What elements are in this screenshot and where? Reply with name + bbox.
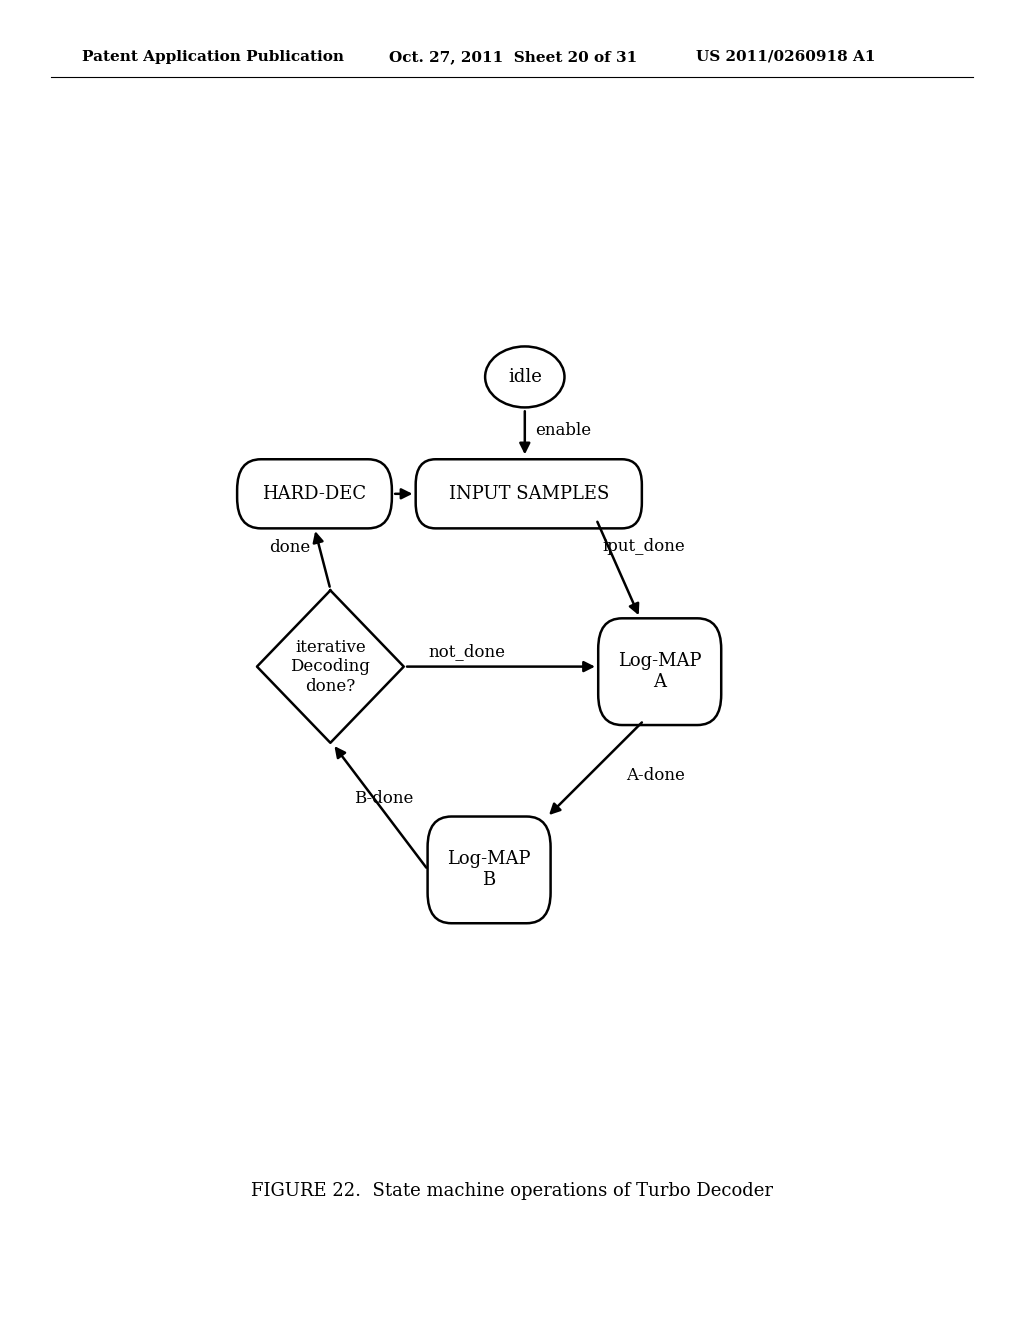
Text: US 2011/0260918 A1: US 2011/0260918 A1: [696, 50, 876, 63]
Text: FIGURE 22.  State machine operations of Turbo Decoder: FIGURE 22. State machine operations of T…: [251, 1181, 773, 1200]
Text: iput_done: iput_done: [602, 539, 685, 556]
Text: A-done: A-done: [627, 767, 685, 784]
Text: HARD-DEC: HARD-DEC: [262, 484, 367, 503]
Text: B-done: B-done: [354, 791, 414, 808]
Text: Log-MAP
A: Log-MAP A: [617, 652, 701, 692]
Text: Oct. 27, 2011  Sheet 20 of 31: Oct. 27, 2011 Sheet 20 of 31: [389, 50, 637, 63]
Text: enable: enable: [536, 422, 591, 440]
Text: done: done: [269, 539, 310, 556]
Text: iterative
Decoding
done?: iterative Decoding done?: [291, 639, 371, 694]
Text: Patent Application Publication: Patent Application Publication: [82, 50, 344, 63]
Text: INPUT SAMPLES: INPUT SAMPLES: [449, 484, 609, 503]
Text: Log-MAP
B: Log-MAP B: [447, 850, 530, 890]
Text: not_done: not_done: [428, 643, 505, 660]
Text: idle: idle: [508, 368, 542, 385]
